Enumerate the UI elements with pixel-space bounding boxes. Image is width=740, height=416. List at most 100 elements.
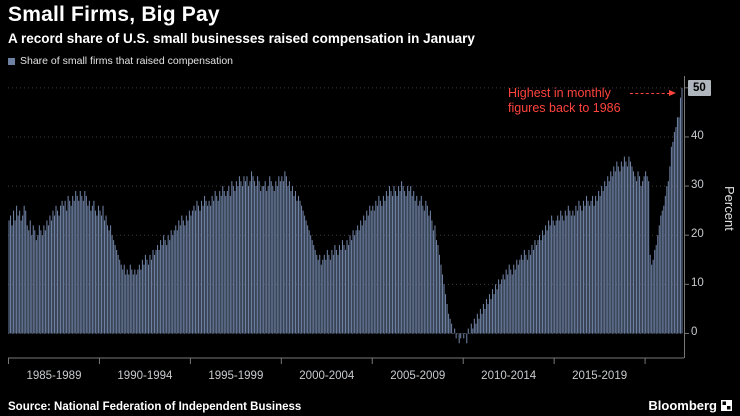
- bar: [238, 176, 240, 334]
- bar: [502, 274, 504, 334]
- bar: [288, 181, 290, 334]
- bar: [155, 249, 157, 334]
- bar: [338, 245, 340, 334]
- bar: [642, 181, 644, 334]
- bar: [102, 205, 104, 334]
- bar: [564, 210, 566, 334]
- bar: [94, 210, 96, 334]
- bar: [523, 249, 525, 334]
- bar: [563, 220, 565, 334]
- bar: [147, 264, 149, 334]
- bar: [529, 254, 531, 334]
- bar: [335, 249, 337, 334]
- bar: [266, 190, 268, 334]
- bar: [449, 318, 451, 334]
- bar: [505, 269, 507, 334]
- bar: [357, 225, 359, 334]
- bar: [501, 279, 503, 334]
- bar: [254, 181, 256, 334]
- bar: [628, 156, 630, 334]
- bar: [258, 181, 260, 334]
- bar: [47, 225, 49, 334]
- bar: [279, 181, 281, 334]
- bar: [370, 210, 372, 334]
- bar: [294, 190, 297, 334]
- bar: [516, 259, 518, 334]
- bar: [131, 269, 133, 334]
- bar: [467, 328, 469, 334]
- bar: [308, 230, 310, 334]
- y-tick-label: 0: [691, 326, 698, 339]
- bar: [85, 195, 87, 334]
- bar: [451, 323, 453, 334]
- bar: [331, 249, 333, 334]
- bar: [325, 259, 327, 334]
- bar: [138, 264, 140, 334]
- bar: [558, 220, 560, 334]
- bar: [358, 230, 360, 334]
- bar: [401, 181, 403, 334]
- bar: [285, 176, 287, 334]
- bar: [194, 210, 196, 334]
- bar: [63, 205, 65, 334]
- bar: [440, 264, 442, 334]
- bar: [408, 190, 410, 334]
- bar: [661, 210, 663, 334]
- bar: [213, 200, 215, 334]
- bar: [592, 195, 594, 334]
- bar: [458, 333, 460, 344]
- bar: [410, 186, 412, 334]
- bar: [363, 215, 365, 334]
- bar: [534, 240, 536, 334]
- bar: [110, 225, 112, 334]
- bar: [581, 210, 583, 334]
- bar: [601, 186, 603, 334]
- bar: [37, 235, 39, 334]
- bar: [129, 264, 131, 334]
- bar: [664, 195, 666, 334]
- bar: [297, 195, 300, 334]
- bar: [320, 264, 322, 334]
- bar: [369, 205, 371, 334]
- bar: [108, 230, 110, 334]
- bar: [291, 186, 293, 334]
- bar: [679, 97, 682, 334]
- bar: [134, 269, 136, 334]
- bar: [178, 220, 180, 334]
- bloomberg-brand: Bloomberg: [648, 398, 732, 413]
- bar: [567, 205, 569, 334]
- bar: [287, 186, 289, 334]
- bar: [38, 225, 40, 334]
- bar: [90, 210, 92, 334]
- bar: [146, 259, 148, 334]
- bar: [545, 225, 547, 334]
- bar: [481, 313, 483, 334]
- bar: [575, 205, 577, 334]
- bar: [470, 323, 472, 334]
- bar: [317, 259, 319, 334]
- bar: [669, 166, 671, 334]
- bar: [543, 235, 545, 334]
- bar: [476, 313, 478, 334]
- bar: [485, 299, 487, 334]
- bar: [492, 289, 494, 334]
- bar: [69, 200, 71, 334]
- chart-subtitle: A record share of U.S. small businesses …: [8, 31, 475, 46]
- bar: [119, 259, 121, 334]
- bar: [472, 328, 474, 334]
- bar: [625, 161, 627, 334]
- bar: [466, 333, 468, 344]
- bar: [220, 195, 222, 334]
- bar: [435, 240, 437, 334]
- y-axis-labels: 50 0 10 20 30 40: [688, 72, 718, 368]
- bar: [122, 269, 124, 334]
- bar: [222, 186, 224, 334]
- bar: [593, 205, 595, 334]
- bar: [487, 303, 489, 334]
- bar: [452, 333, 454, 335]
- bar: [402, 186, 404, 334]
- bar: [557, 215, 559, 334]
- x-tick-label: 1995-1999: [208, 370, 264, 382]
- legend-swatch-icon: [8, 57, 15, 65]
